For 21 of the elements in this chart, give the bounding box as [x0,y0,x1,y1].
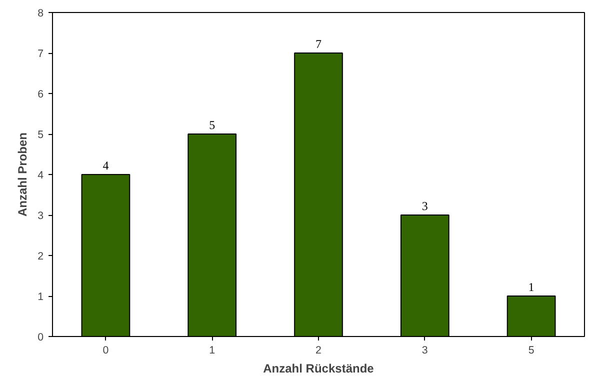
data-label: 4 [102,158,109,172]
y-tick-label: 6 [38,88,44,100]
y-tick-label: 3 [38,210,44,222]
x-tick-label: 5 [528,344,534,356]
y-axis-title: Anzahl Proben [16,132,30,217]
x-axis-title: Anzahl Rückstände [263,362,374,376]
data-label: 3 [422,199,428,213]
x-tick-label: 2 [316,344,322,356]
y-tick-label: 2 [38,250,44,262]
y-tick-label: 5 [38,129,44,141]
data-label: 7 [316,37,322,51]
data-label: 1 [528,280,534,294]
x-tick-label: 0 [102,344,109,356]
y-tick-label: 0 [38,332,44,344]
y-tick-label: 7 [38,48,44,60]
y-tick-label: 8 [38,8,44,20]
y-tick-label: 1 [38,291,44,303]
y-tick-label: 4 [38,170,44,182]
data-label: 5 [209,118,216,132]
x-tick-label: 3 [422,344,428,356]
x-tick-label: 1 [209,344,216,356]
